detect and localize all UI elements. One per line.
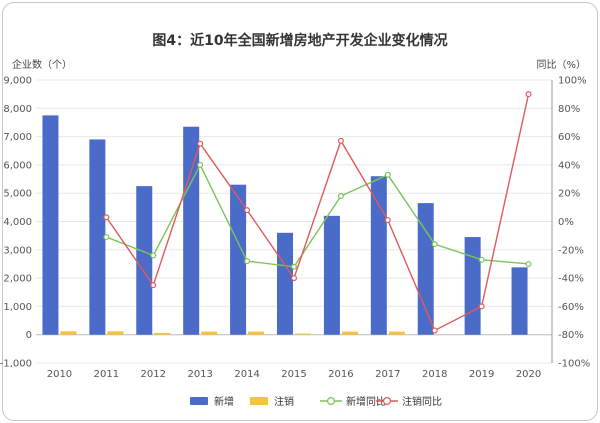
legend-label-注销: 注销 <box>274 395 294 408</box>
point-新增同比 <box>244 258 251 265</box>
x-tick-label: 2019 <box>469 369 494 380</box>
y-right-tick-label: 80% <box>558 104 580 115</box>
y-left-tick-label: 5,000 <box>3 189 32 200</box>
y-left-tick-label: -1,000 <box>0 359 32 370</box>
x-tick-label: 2010 <box>47 369 72 380</box>
y-right-tick-label: -40% <box>558 274 584 285</box>
bar-注销 <box>60 331 77 335</box>
y-right-tick-label: 0% <box>558 217 574 228</box>
x-tick-label: 2012 <box>141 369 166 380</box>
legend-swatch-新增 <box>190 397 208 405</box>
y-right-tick-label: 20% <box>558 189 580 200</box>
bar-注销 <box>295 333 311 335</box>
bar-新增 <box>464 237 481 335</box>
bar-新增 <box>323 215 340 335</box>
bar-新增 <box>89 139 106 335</box>
y-left-tick-label: 9,000 <box>3 76 32 87</box>
x-tick-label: 2020 <box>516 369 541 380</box>
y-left-tick-label: 7,000 <box>3 132 32 143</box>
x-tick-label: 2013 <box>187 369 212 380</box>
y-left-tick-label: 0 <box>26 330 32 341</box>
bar-新增 <box>136 186 153 335</box>
point-注销同比 <box>103 214 110 221</box>
x-tick-label: 2018 <box>422 369 447 380</box>
line-新增同比 <box>106 163 529 268</box>
x-tick-label: 2016 <box>328 369 353 380</box>
chart-title: 图4：近10年全国新增房地产开发企业变化情况 <box>152 33 448 49</box>
point-注销同比 <box>525 91 532 98</box>
y-right-tick-label: -80% <box>558 330 584 341</box>
point-注销同比 <box>478 303 485 310</box>
bar-新增 <box>230 184 247 335</box>
bar-注销 <box>341 331 358 335</box>
axes: -1,000 0 1,000 2,000 3,000 4,000 5,000 6,000 7,0… <box>0 76 590 381</box>
point-新增同比 <box>103 234 110 241</box>
x-tick-label: 2014 <box>234 369 259 380</box>
y-right-label: 同比（%） <box>536 59 586 71</box>
bar-新增 <box>370 176 387 335</box>
point-新增同比 <box>150 252 157 259</box>
bar-注销 <box>248 331 265 335</box>
bar-注销 <box>201 331 218 335</box>
y-right-tick-label: -20% <box>558 245 584 256</box>
bar-新增 <box>277 232 293 335</box>
point-新增同比 <box>291 263 298 270</box>
y-left-tick-label: 2,000 <box>3 274 32 285</box>
point-注销同比 <box>431 327 438 334</box>
y-left-tick-label: 1,000 <box>3 302 32 313</box>
bar-注销 <box>388 331 405 335</box>
point-新增同比 <box>478 256 485 263</box>
x-tick-label: 2015 <box>281 369 306 380</box>
bar-新增 <box>183 126 200 335</box>
y-left-label: 企业数（个） <box>12 58 72 71</box>
legend-label-注销同比: 注销同比 <box>402 395 442 408</box>
line-注销同比 <box>105 93 530 332</box>
point-注销同比 <box>337 137 344 144</box>
point-新增同比 <box>525 260 532 267</box>
y-left-tick-label: 6,000 <box>3 160 32 171</box>
bar-新增 <box>511 267 528 335</box>
legend-marker-新增同比 <box>327 397 336 406</box>
point-注销同比 <box>291 275 298 282</box>
legend-swatch-注销 <box>250 397 268 405</box>
y-right-tick-label: 60% <box>558 132 580 143</box>
point-注销同比 <box>150 282 157 289</box>
y-left-tick-label: 3,000 <box>3 245 32 256</box>
y-right-tick-label: 100% <box>558 76 587 87</box>
point-注销同比 <box>244 207 251 214</box>
legend-label-新增: 新增 <box>214 395 234 408</box>
point-注销同比 <box>197 140 204 147</box>
point-新增同比 <box>197 161 204 168</box>
y-right-tick-label: -100% <box>558 359 590 370</box>
y-left-tick-label: 8,000 <box>3 104 32 115</box>
point-新增同比 <box>384 171 391 178</box>
legend-marker-注销同比 <box>383 397 392 406</box>
x-tick-label: 2011 <box>94 369 119 380</box>
point-新增同比 <box>337 193 344 200</box>
bar-series <box>42 115 528 335</box>
bar-注销 <box>154 333 171 335</box>
line-series <box>103 91 532 334</box>
x-tick-label: 2017 <box>375 369 400 380</box>
y-right-tick-label: -60% <box>558 302 584 313</box>
y-left-tick-label: 4,000 <box>3 217 32 228</box>
legend: 新增 注销 新增同比 注销同比 <box>190 395 442 408</box>
bar-新增 <box>42 115 59 335</box>
y-right-tick-label: 40% <box>558 160 580 171</box>
legend-label-新增同比: 新增同比 <box>346 395 386 408</box>
point-注销同比 <box>384 217 391 224</box>
point-新增同比 <box>431 241 438 248</box>
bar-注销 <box>107 331 124 335</box>
